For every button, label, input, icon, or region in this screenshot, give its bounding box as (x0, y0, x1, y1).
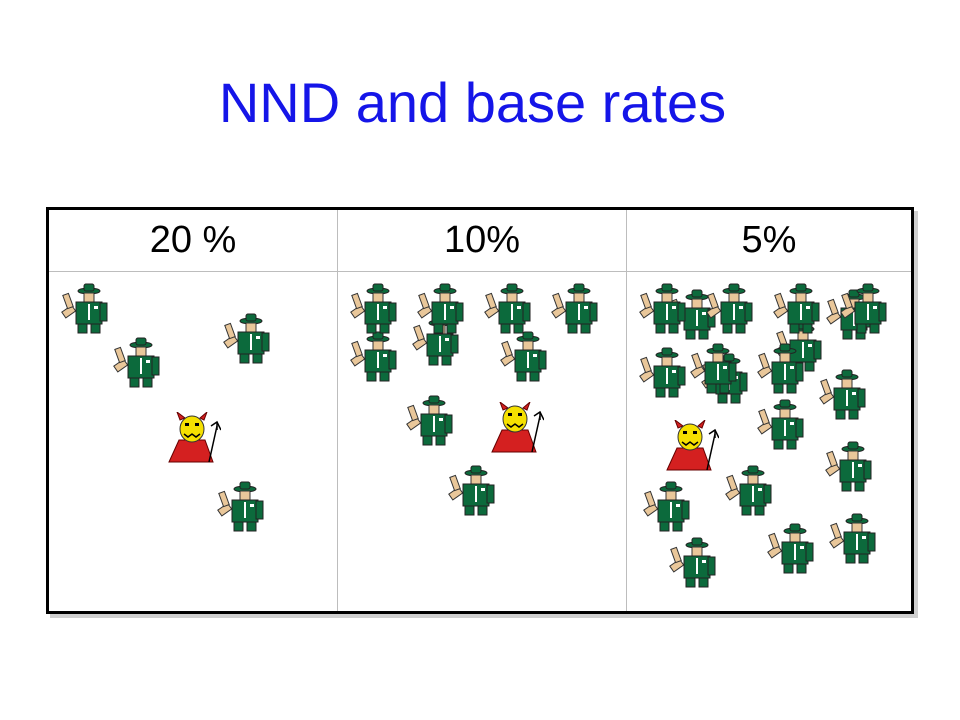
devil-icon (663, 418, 720, 472)
devil-icon (488, 400, 545, 454)
cell-20-percent (49, 272, 338, 611)
ranger-icon (765, 522, 821, 574)
ranger-icon (446, 464, 502, 516)
ranger-icon (549, 282, 605, 334)
ranger-icon (498, 330, 554, 382)
ranger-icon (823, 440, 879, 492)
ranger-icon (348, 330, 404, 382)
cell-5-percent (627, 272, 911, 611)
ranger-icon (704, 282, 760, 334)
header-5-percent: 5% (627, 210, 911, 272)
ranger-icon (838, 282, 894, 334)
ranger-icon (771, 282, 827, 334)
header-10-percent: 10% (338, 210, 627, 272)
ranger-icon (215, 480, 271, 532)
ranger-icon (667, 536, 723, 588)
ranger-icon (59, 282, 115, 334)
base-rate-table: 20 % 10% 5% (46, 207, 914, 614)
header-20-percent: 20 % (49, 210, 338, 272)
ranger-icon (111, 336, 167, 388)
cell-10-percent (338, 272, 627, 611)
ranger-icon (482, 282, 538, 334)
ranger-icon (755, 342, 811, 394)
ranger-icon (348, 282, 404, 334)
ranger-icon (637, 346, 693, 398)
ranger-icon (415, 282, 471, 334)
ranger-icon (723, 464, 779, 516)
ranger-icon (827, 512, 883, 564)
ranger-icon (641, 480, 697, 532)
ranger-icon (221, 312, 277, 364)
ranger-icon (688, 342, 744, 394)
ranger-icon (637, 282, 693, 334)
devil-icon (165, 410, 222, 464)
slide-title: NND and base rates (218, 71, 727, 134)
ranger-icon (755, 398, 811, 450)
ranger-icon (817, 368, 873, 420)
ranger-icon (404, 394, 460, 446)
